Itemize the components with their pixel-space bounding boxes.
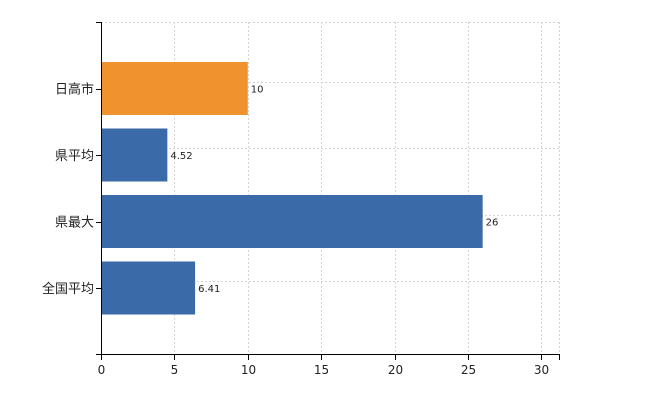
data-label-0: 10 (251, 85, 264, 96)
data-label-2: 26 (486, 218, 499, 229)
category-label-0: 日高市 (55, 82, 94, 98)
data-label-3: 6.41 (198, 284, 220, 295)
bar-0 (102, 62, 248, 115)
bar-1 (102, 128, 168, 182)
x-tick-label-5: 25 (461, 363, 476, 377)
category-label-3: 全国平均 (42, 281, 94, 297)
category-label-2: 県最大 (55, 216, 94, 231)
data-label-1: 4.52 (170, 151, 192, 162)
x-tick-label-4: 20 (388, 363, 403, 377)
x-tick-label-3: 15 (314, 363, 329, 377)
bar-layer (102, 62, 483, 315)
x-tick-label-6: 30 (534, 363, 549, 377)
axis-layer (96, 22, 560, 360)
x-tick-label-2: 10 (241, 363, 256, 377)
x-tick-label-1: 5 (171, 363, 179, 377)
x-tick-label-0: 0 (98, 363, 106, 377)
bar-2 (102, 195, 483, 248)
bar-3 (102, 261, 196, 315)
category-label-1: 県平均 (55, 149, 94, 164)
label-layer: 10 日高市 4.52 県平均 26 県最大 6.41 全国平均 0 5 10 15 20 25 30 (42, 82, 549, 378)
